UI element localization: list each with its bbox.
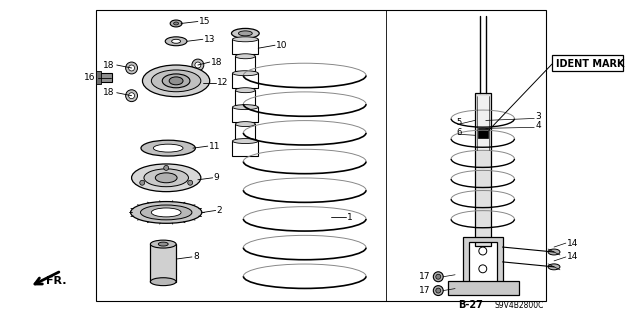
Text: 2: 2 — [217, 206, 222, 215]
Circle shape — [188, 180, 193, 185]
Circle shape — [195, 62, 201, 68]
Bar — [475, 93, 491, 246]
Ellipse shape — [236, 54, 255, 59]
Ellipse shape — [173, 22, 179, 25]
Ellipse shape — [165, 37, 187, 46]
Ellipse shape — [144, 169, 188, 187]
Text: 6: 6 — [456, 128, 461, 137]
Text: 12: 12 — [217, 78, 228, 87]
Circle shape — [129, 65, 134, 71]
Text: 13: 13 — [204, 35, 215, 44]
Text: 14: 14 — [567, 239, 579, 248]
Ellipse shape — [154, 144, 183, 152]
Text: 18: 18 — [103, 88, 115, 97]
Ellipse shape — [236, 88, 255, 93]
Bar — [448, 281, 520, 294]
Ellipse shape — [548, 264, 560, 270]
Text: 14: 14 — [567, 252, 579, 262]
Text: 1: 1 — [348, 213, 353, 222]
Bar — [232, 107, 258, 122]
Text: 9: 9 — [214, 173, 220, 182]
Text: FR.: FR. — [47, 276, 67, 286]
Circle shape — [436, 288, 441, 293]
Ellipse shape — [232, 37, 258, 42]
Ellipse shape — [170, 20, 182, 27]
Text: 15: 15 — [199, 17, 211, 26]
Ellipse shape — [236, 122, 255, 127]
Bar — [232, 39, 258, 54]
Ellipse shape — [172, 39, 180, 43]
Circle shape — [433, 286, 444, 295]
Circle shape — [479, 247, 487, 255]
Bar — [98, 73, 112, 82]
Ellipse shape — [232, 28, 259, 38]
Text: 4: 4 — [535, 121, 541, 130]
Ellipse shape — [232, 138, 258, 144]
Bar — [236, 90, 255, 105]
Ellipse shape — [169, 77, 183, 85]
Ellipse shape — [232, 105, 258, 110]
Bar — [96, 71, 101, 84]
Polygon shape — [463, 237, 502, 284]
Bar — [232, 73, 258, 88]
Ellipse shape — [158, 242, 168, 246]
Ellipse shape — [131, 202, 202, 223]
Ellipse shape — [141, 140, 195, 156]
Circle shape — [433, 272, 444, 282]
Ellipse shape — [163, 74, 190, 88]
Bar — [552, 55, 623, 71]
Text: 8: 8 — [193, 252, 198, 262]
Circle shape — [129, 93, 134, 99]
Text: 16: 16 — [83, 73, 95, 82]
Ellipse shape — [143, 65, 210, 97]
Ellipse shape — [548, 249, 560, 255]
Ellipse shape — [239, 31, 252, 36]
Bar — [232, 141, 258, 156]
Bar — [96, 10, 546, 301]
Bar — [478, 128, 488, 138]
Text: IDENT MARK: IDENT MARK — [556, 59, 625, 69]
Ellipse shape — [150, 278, 176, 286]
Ellipse shape — [152, 70, 201, 92]
Text: 18: 18 — [103, 61, 115, 70]
Text: 17: 17 — [419, 286, 430, 295]
Ellipse shape — [232, 71, 258, 76]
Circle shape — [164, 166, 169, 170]
Text: 3: 3 — [535, 112, 541, 121]
Circle shape — [140, 180, 145, 185]
Circle shape — [479, 265, 487, 273]
Ellipse shape — [156, 173, 177, 183]
Ellipse shape — [132, 164, 201, 192]
Text: 11: 11 — [209, 142, 220, 151]
Text: S9V4B2800C: S9V4B2800C — [495, 301, 544, 310]
Text: B-27: B-27 — [458, 300, 483, 310]
Bar — [236, 124, 255, 139]
Ellipse shape — [150, 240, 176, 248]
Text: 10: 10 — [276, 41, 287, 50]
Text: 18: 18 — [211, 57, 222, 67]
Bar — [236, 56, 255, 71]
Circle shape — [125, 90, 138, 102]
Circle shape — [192, 59, 204, 71]
Bar — [477, 96, 489, 150]
Circle shape — [125, 62, 138, 74]
Ellipse shape — [152, 208, 181, 217]
Text: 5: 5 — [456, 118, 461, 127]
Bar — [150, 244, 176, 282]
Ellipse shape — [141, 205, 192, 220]
Circle shape — [436, 274, 441, 279]
Text: 17: 17 — [419, 272, 430, 281]
